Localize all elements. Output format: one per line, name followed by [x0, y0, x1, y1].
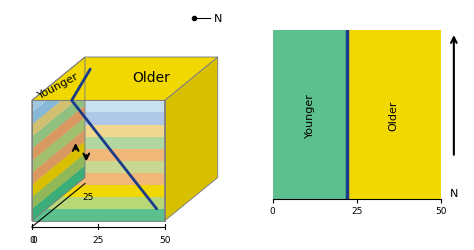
- Text: Younger: Younger: [36, 71, 81, 101]
- Text: 0: 0: [32, 236, 37, 244]
- Polygon shape: [32, 125, 164, 137]
- Polygon shape: [32, 58, 85, 113]
- Text: 50: 50: [159, 236, 170, 244]
- Text: Older: Older: [389, 100, 399, 130]
- Bar: [273, 31, 346, 199]
- Text: 25: 25: [82, 192, 93, 201]
- Polygon shape: [32, 185, 164, 197]
- Polygon shape: [32, 130, 85, 185]
- Text: 0: 0: [29, 236, 35, 244]
- Text: N: N: [214, 14, 222, 24]
- Polygon shape: [32, 70, 85, 125]
- Text: Older: Older: [132, 70, 170, 84]
- Polygon shape: [32, 161, 164, 173]
- Text: 25: 25: [92, 236, 104, 244]
- Polygon shape: [32, 113, 164, 125]
- Polygon shape: [32, 58, 218, 101]
- Polygon shape: [32, 209, 164, 221]
- Polygon shape: [32, 173, 164, 185]
- Polygon shape: [32, 149, 164, 161]
- Text: Younger: Younger: [305, 93, 315, 137]
- Polygon shape: [32, 142, 85, 197]
- Polygon shape: [32, 166, 85, 221]
- Polygon shape: [32, 101, 164, 113]
- Polygon shape: [32, 197, 164, 209]
- Polygon shape: [164, 58, 218, 221]
- Polygon shape: [32, 106, 85, 161]
- Polygon shape: [32, 82, 85, 137]
- Polygon shape: [32, 154, 85, 209]
- Polygon shape: [32, 137, 164, 149]
- Text: N: N: [450, 188, 458, 198]
- Polygon shape: [32, 118, 85, 173]
- Polygon shape: [32, 94, 85, 149]
